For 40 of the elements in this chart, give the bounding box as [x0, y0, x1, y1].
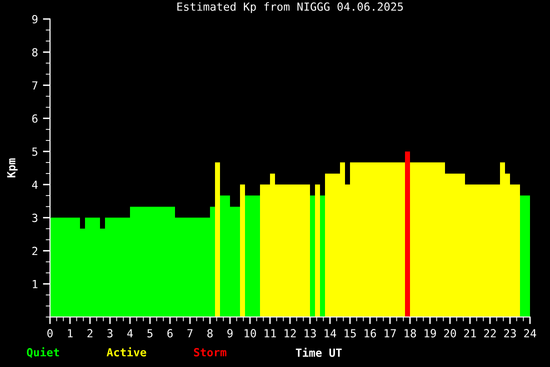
y-tick-label: 3: [32, 214, 38, 222]
x-tick-label: 16: [364, 329, 376, 338]
x-axis-title: Time UT: [296, 348, 342, 357]
y-axis-title: Kpm: [7, 158, 18, 178]
x-tick-label: 18: [404, 329, 416, 338]
x-tick-label: 24: [524, 329, 536, 338]
y-tick-label: 4: [32, 180, 38, 189]
x-tick-label: 0: [47, 329, 53, 338]
x-tick-label: 17: [384, 329, 396, 338]
x-tick-label: 9: [227, 329, 233, 338]
y-tick-label: 1: [32, 280, 38, 288]
text: Quiet: [26, 347, 59, 358]
y-tick-label: 8: [32, 48, 38, 57]
y-tick-label: 2: [32, 246, 38, 256]
x-tick-label: 1: [68, 329, 73, 338]
x-tick-label: 20: [444, 329, 456, 338]
x-tick-label: 13: [304, 329, 316, 338]
chart-title: Estimated Kp from NIGGG 04.06.2025: [177, 2, 403, 13]
x-tick-label: 21: [464, 329, 476, 338]
x-tick-label: 19: [424, 329, 436, 338]
y-tick-label: 7: [32, 81, 38, 90]
y-tick-label: 5: [32, 148, 38, 156]
x-tick-label: 14: [324, 329, 336, 338]
y-tick-label: 9: [32, 15, 38, 24]
x-tick-label: 12: [284, 329, 296, 338]
y-tick-label: 6: [32, 114, 38, 123]
x-tick-label: 2: [87, 329, 92, 338]
x-tick-label: 4: [127, 329, 133, 338]
x-tick-label: 11: [264, 329, 276, 338]
x-tick-label: 15: [344, 329, 356, 338]
x-tick-label: 3: [107, 329, 113, 338]
text: Storm: [194, 348, 226, 356]
x-tick-label: 7: [187, 329, 193, 338]
x-tick-label: 23: [504, 329, 516, 338]
x-tick-label: 10: [244, 329, 256, 338]
x-tick-label: 5: [147, 329, 152, 338]
x-tick-label: 22: [484, 329, 496, 338]
x-tick-label: 6: [167, 329, 173, 338]
x-tick-label: 8: [207, 329, 213, 338]
text: Active: [106, 347, 146, 356]
